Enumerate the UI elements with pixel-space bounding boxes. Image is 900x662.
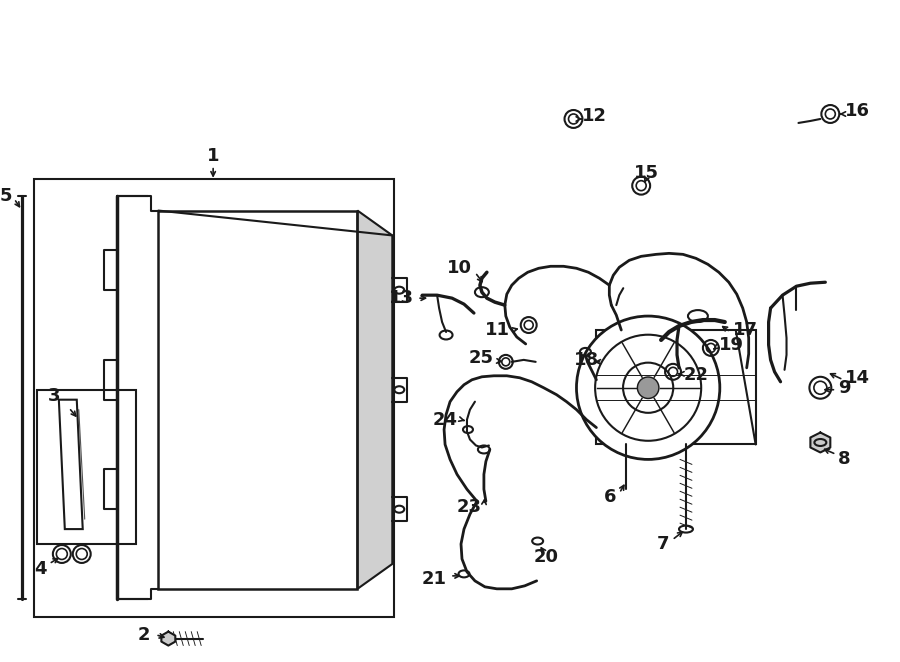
Text: 15: 15 <box>634 164 659 182</box>
Text: 22: 22 <box>684 366 709 384</box>
Text: 14: 14 <box>845 369 870 387</box>
Text: 24: 24 <box>433 410 458 428</box>
Text: 6: 6 <box>604 489 617 506</box>
Polygon shape <box>161 632 176 645</box>
Text: 19: 19 <box>719 336 743 354</box>
Text: 10: 10 <box>447 260 472 277</box>
Bar <box>34 179 394 617</box>
Polygon shape <box>58 400 83 529</box>
Text: 16: 16 <box>845 102 870 120</box>
Text: 18: 18 <box>574 351 599 369</box>
Text: 12: 12 <box>581 107 607 125</box>
Text: 13: 13 <box>389 289 414 307</box>
Text: 8: 8 <box>838 450 850 469</box>
Text: 21: 21 <box>422 570 447 588</box>
Polygon shape <box>810 432 831 452</box>
Text: 20: 20 <box>534 548 559 566</box>
Text: 11: 11 <box>485 321 509 339</box>
Text: 1: 1 <box>207 147 220 165</box>
Text: 5: 5 <box>0 187 12 205</box>
Polygon shape <box>357 211 392 589</box>
Bar <box>37 390 137 544</box>
Text: 23: 23 <box>457 498 482 516</box>
Bar <box>597 330 756 444</box>
Text: 4: 4 <box>34 560 47 578</box>
Text: 2: 2 <box>138 626 150 643</box>
Text: 17: 17 <box>733 321 758 339</box>
Circle shape <box>637 377 659 399</box>
Circle shape <box>577 316 720 459</box>
Circle shape <box>53 545 71 563</box>
Text: 25: 25 <box>469 349 494 367</box>
Text: 3: 3 <box>48 387 60 404</box>
Text: 9: 9 <box>838 379 850 397</box>
Circle shape <box>73 545 91 563</box>
Text: 7: 7 <box>657 535 669 553</box>
